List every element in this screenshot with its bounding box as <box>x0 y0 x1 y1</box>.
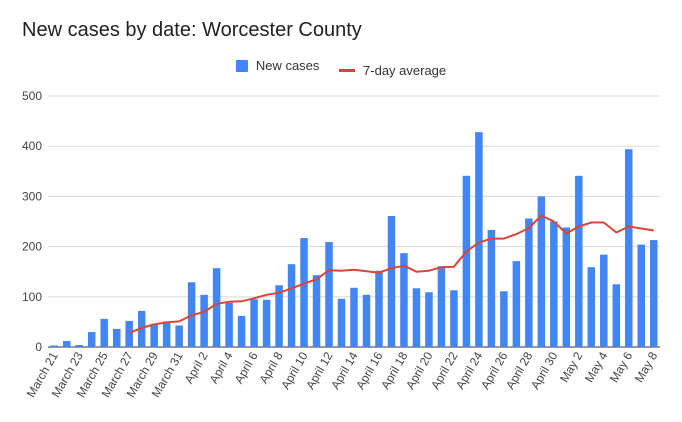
bar <box>575 175 583 347</box>
bar <box>275 285 283 347</box>
bar <box>350 287 358 347</box>
bar <box>612 284 621 347</box>
bar <box>562 227 571 347</box>
bar <box>487 230 496 347</box>
bar <box>400 253 408 347</box>
bar <box>425 292 433 347</box>
bar <box>87 331 96 347</box>
bar <box>450 290 458 347</box>
x-tick-label: April 4 <box>207 349 236 386</box>
bar <box>250 299 258 347</box>
y-tick-label: 400 <box>22 139 42 153</box>
bar <box>262 299 271 347</box>
bar <box>412 288 421 347</box>
y-tick-label: 200 <box>22 240 42 254</box>
bar <box>112 328 121 347</box>
series-line-7-day-average <box>128 214 654 334</box>
y-tick-label: 100 <box>22 290 42 304</box>
bar <box>587 267 596 347</box>
bar <box>150 323 158 347</box>
bar <box>550 221 558 347</box>
bar <box>475 132 483 347</box>
bar <box>537 196 546 347</box>
legend-label-7-day-average: 7-day average <box>363 62 447 78</box>
bar <box>175 325 183 347</box>
bar <box>650 240 658 347</box>
bar <box>387 215 396 347</box>
bar <box>362 294 371 347</box>
y-tick-label: 0 <box>35 340 42 354</box>
bar <box>125 320 133 347</box>
x-tick-label: April 6 <box>232 349 261 386</box>
bar <box>325 242 333 347</box>
x-tick-label: May 2 <box>557 349 586 385</box>
x-tick-label: May 6 <box>607 349 636 385</box>
bar <box>312 275 321 347</box>
bar <box>337 298 346 347</box>
legend-label-new-cases: New cases <box>255 58 320 73</box>
chart-title: New cases by date: Worcester County <box>22 19 362 41</box>
x-tick-label: May 4 <box>582 349 611 385</box>
bar <box>225 302 233 347</box>
bar <box>200 294 208 347</box>
bar <box>237 315 246 347</box>
bar <box>162 321 171 347</box>
bar <box>300 238 308 347</box>
legend-swatch-bar <box>235 59 248 72</box>
y-tick-label: 500 <box>22 89 42 103</box>
bar <box>62 340 71 347</box>
bar <box>437 266 446 347</box>
bar <box>50 345 58 347</box>
x-tick-label: April 2 <box>182 349 211 386</box>
x-tick-label: May 8 <box>632 349 661 385</box>
legend-swatch-line <box>339 68 356 72</box>
bar <box>287 264 296 347</box>
bar <box>75 344 83 347</box>
bar <box>500 291 508 347</box>
bar <box>512 261 521 347</box>
bar <box>625 149 633 347</box>
legend-item-7-day-average[interactable]: 7-day average <box>339 63 446 78</box>
bar <box>212 268 221 347</box>
legend-item-new-cases[interactable]: New cases <box>235 58 320 73</box>
legend: New cases 7-day average <box>0 58 682 78</box>
bar <box>462 175 471 347</box>
bar <box>375 270 383 347</box>
bar <box>637 244 646 347</box>
bar <box>100 318 108 347</box>
bar <box>600 254 608 347</box>
bar <box>525 218 533 347</box>
y-tick-label: 300 <box>22 189 42 203</box>
